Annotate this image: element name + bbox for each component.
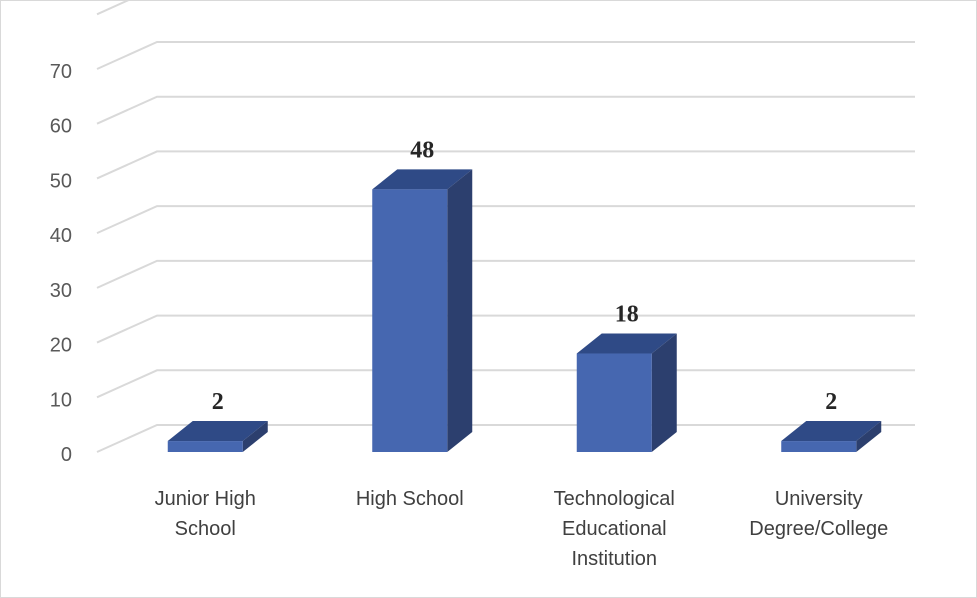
bar xyxy=(167,441,243,452)
bar-side xyxy=(447,169,473,452)
y-tick-label: 0 xyxy=(61,444,72,466)
x-category-line: Degree/College xyxy=(749,518,888,540)
x-category-label: University Degree/College xyxy=(749,488,888,540)
bar-top xyxy=(167,421,268,442)
gridline xyxy=(96,41,915,70)
y-tick-label: 40 xyxy=(50,225,72,247)
y-tick-label: 10 xyxy=(50,389,72,411)
x-category-line: Institution xyxy=(571,548,657,570)
y-tick-label: 20 xyxy=(50,335,72,357)
x-axis-categories: Junior High School High School Technologica… xyxy=(155,488,889,570)
x-category-line: University xyxy=(775,488,863,510)
bar xyxy=(372,189,448,452)
bar-top xyxy=(576,333,677,354)
gridline xyxy=(96,0,132,16)
bar-side xyxy=(856,421,882,452)
gridline xyxy=(96,150,915,180)
gridline xyxy=(96,259,915,289)
y-tick-label: 50 xyxy=(50,170,72,192)
bar-side xyxy=(242,421,268,452)
data-label: 48 xyxy=(410,137,434,163)
gridline xyxy=(96,95,915,125)
x-category-line: School xyxy=(175,518,236,540)
x-category-line: Educational xyxy=(562,518,667,540)
data-label: 2 xyxy=(825,389,837,415)
bar-side xyxy=(651,333,677,452)
x-category-line: Junior High xyxy=(155,488,256,510)
gridline xyxy=(96,205,915,235)
bar xyxy=(781,441,857,452)
x-category-label: High School xyxy=(356,488,464,510)
x-category-line: High School xyxy=(356,488,464,510)
bar-top xyxy=(781,421,882,442)
y-tick-label: 60 xyxy=(50,116,72,138)
gridlines xyxy=(96,0,915,453)
gridline xyxy=(96,314,915,344)
x-category-label: Technological Educational Institution xyxy=(554,488,675,570)
data-labels: 2 48 18 2 xyxy=(212,137,838,415)
x-category-line: Technological xyxy=(554,488,675,510)
y-axis-ticks: 0 10 20 30 40 50 60 70 xyxy=(50,61,72,466)
data-label: 18 xyxy=(615,302,639,328)
bars xyxy=(167,169,882,452)
bar-top xyxy=(372,169,473,190)
y-tick-label: 30 xyxy=(50,280,72,302)
x-category-label: Junior High School xyxy=(155,488,256,540)
data-label: 2 xyxy=(212,389,224,415)
bar xyxy=(576,353,652,452)
y-tick-label: 70 xyxy=(50,61,72,83)
